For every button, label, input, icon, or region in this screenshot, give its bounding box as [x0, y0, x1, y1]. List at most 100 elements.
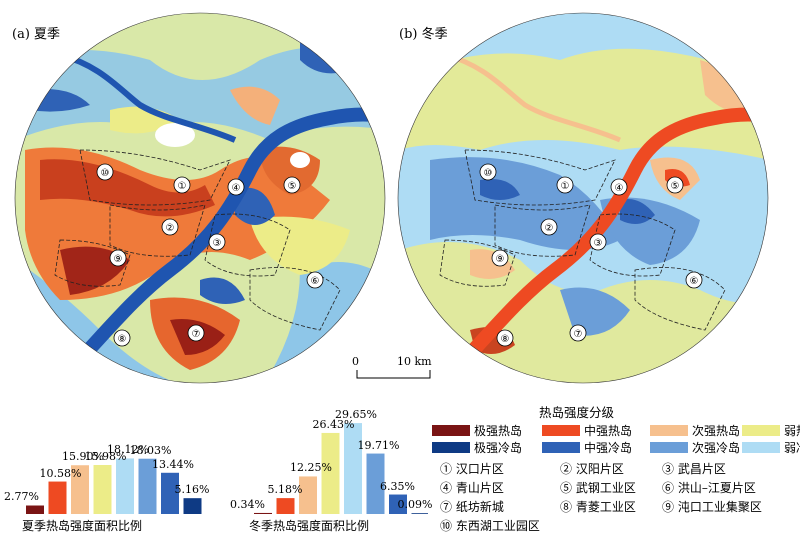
winter-marker-5-text: ⑤ — [671, 181, 680, 192]
legend-item-extreme-heat: 极强热岛 — [432, 422, 522, 439]
winter-chart-svg — [254, 423, 428, 514]
winter-area-chart: 0.34% 5.18% 12.25% 26.43% 29.65% 19.71% 6.35% 0… — [228, 395, 432, 520]
maps-svg: ⑩ ① ④ ⑤ ② ③ ⑨ ⑥ ⑦ ⑧ — [14, 12, 769, 384]
legend-swatch — [432, 442, 470, 453]
summer-marker-9: ⑨ — [109, 249, 127, 267]
summer-marker-8: ⑧ — [113, 329, 131, 347]
winter-marker-9: ⑨ — [491, 249, 509, 267]
scale-end: 10 km — [397, 355, 432, 368]
legend-item-extreme-cold: 极强冷岛 — [432, 439, 522, 456]
summer-bar-5 — [116, 458, 134, 514]
winter-bar-label-7: 6.35% — [380, 479, 415, 493]
legend-label: 次强热岛 — [692, 424, 741, 438]
summer-marker-1-text: ① — [178, 181, 187, 192]
summer-bar-label-7: 13.44% — [152, 457, 194, 471]
district-item-3: ③ 武昌片区 — [662, 462, 726, 476]
winter-marker-10-text: ⑩ — [484, 168, 493, 179]
summer-bar-label-5: 18.12% — [107, 443, 149, 457]
summer-marker-10-text: ⑩ — [101, 168, 110, 179]
district-item-2: ② 汉阳片区 — [560, 462, 624, 476]
summer-marker-6-text: ⑥ — [311, 276, 320, 287]
summer-bar-7 — [161, 472, 179, 514]
summer-marker-4-text: ④ — [232, 183, 241, 194]
winter-bar-label-5: 29.65% — [335, 408, 377, 422]
summer-bar-label-1: 2.77% — [4, 490, 39, 503]
summer-bar-3 — [71, 465, 89, 514]
district-item-9: ⑨ 沌口工业集聚区 — [662, 500, 762, 514]
winter-marker-6: ⑥ — [685, 271, 703, 289]
legend-label: 中强冷岛 — [584, 441, 633, 455]
legend-item-sub-heat: 次强热岛 — [650, 422, 740, 439]
summer-bar-label-6: 18.03% — [129, 443, 172, 457]
legend-swatch — [432, 425, 470, 436]
winter-bar-6 — [366, 453, 385, 514]
legend-swatch — [650, 425, 688, 436]
winter-marker-9-text: ⑨ — [496, 254, 505, 265]
summer-marker-1: ① — [173, 176, 191, 194]
district-item-10: ⑩ 东西湖工业园区 — [440, 519, 540, 533]
summer-chart-svg — [26, 458, 202, 514]
winter-marker-1: ① — [556, 176, 574, 194]
summer-marker-3: ③ — [208, 233, 226, 251]
winter-marker-8-text: ⑧ — [501, 334, 510, 345]
summer-marker-2-text: ② — [166, 223, 175, 234]
winter-bar-7 — [389, 494, 407, 514]
district-item-4: ④ 青山片区 — [440, 481, 504, 495]
winter-marker-3-text: ③ — [594, 238, 603, 249]
winter-bar-1 — [254, 512, 272, 514]
winter-marker-4-text: ④ — [615, 183, 624, 194]
summer-marker-9-text: ⑨ — [114, 254, 123, 265]
summer-marker-8-text: ⑧ — [118, 334, 127, 345]
legend-item-weak-heat: 弱热岛 — [742, 422, 800, 439]
summer-bar-6 — [138, 458, 157, 514]
legend-label: 中强热岛 — [584, 424, 633, 438]
summer-marker-5-text: ⑤ — [288, 181, 297, 192]
summer-map-label: (a) 夏季 — [12, 27, 61, 42]
summer-bar-4 — [93, 464, 112, 514]
winter-marker-7: ⑦ — [569, 324, 587, 342]
summer-bar-label-8: 5.16% — [174, 483, 210, 497]
legend-label: 弱冷岛 — [784, 441, 800, 455]
district-item-8: ⑧ 青菱工业区 — [560, 500, 636, 514]
winter-bar-5 — [344, 423, 362, 514]
summer-bar-2 — [48, 481, 67, 514]
winter-marker-3: ③ — [589, 233, 607, 251]
district-item-1: ① 汉口片区 — [440, 462, 504, 476]
summer-area-chart: 2.77% 10.58% 15.90% 15.98% 18.12% 18.03% 13.44… — [0, 395, 220, 520]
summer-bar-8 — [183, 498, 202, 514]
summer-bar-label-2: 10.58% — [39, 466, 82, 480]
scale-bar — [356, 370, 431, 379]
summer-marker-3-text: ③ — [213, 238, 222, 249]
legend-label: 极强冷岛 — [474, 441, 523, 455]
summer-district-markers: ⑩ ① ④ ⑤ ② ③ ⑨ ⑥ ⑦ ⑧ — [96, 163, 324, 347]
winter-bar-label-2: 5.18% — [267, 483, 303, 497]
legend-label: 弱热岛 — [784, 424, 800, 438]
winter-bar-label-8: 0.09% — [397, 498, 433, 511]
district-item-6: ⑥ 洪山–江夏片区 — [662, 481, 756, 495]
winter-bar-label-1: 0.34% — [230, 498, 265, 511]
scale-zero: 0 — [352, 355, 359, 368]
legend-item-sub-cold: 次强冷岛 — [650, 439, 740, 456]
winter-bar-label-3: 12.25% — [290, 461, 332, 475]
summer-bar-1 — [26, 505, 44, 514]
summer-marker-10: ⑩ — [96, 163, 114, 181]
summer-map — [15, 13, 385, 383]
summer-bar-label-3: 15.90% — [62, 450, 104, 464]
winter-marker-8: ⑧ — [496, 329, 514, 347]
legend-swatch — [650, 442, 688, 453]
legend-item-medium-heat: 中强热岛 — [542, 422, 632, 439]
summer-marker-6: ⑥ — [306, 271, 324, 289]
winter-bar-2 — [276, 498, 295, 514]
summer-marker-7: ⑦ — [187, 324, 205, 342]
winter-bar-4 — [321, 432, 340, 514]
winter-district-markers: ⑩ ① ④ ⑤ ② ③ ⑨ ⑥ ⑦ ⑧ — [479, 163, 703, 347]
legend-item-medium-cold: 中强冷岛 — [542, 439, 632, 456]
summer-chart-title: 夏季热岛强度面积比例 — [22, 519, 143, 533]
winter-marker-7-text: ⑦ — [574, 329, 583, 340]
winter-marker-6-text: ⑥ — [690, 276, 699, 287]
legend-swatch — [742, 442, 780, 453]
legend-swatch — [742, 425, 780, 436]
winter-marker-2: ② — [540, 218, 558, 236]
winter-chart-title: 冬季热岛强度面积比例 — [249, 519, 370, 533]
district-item-5: ⑤ 武钢工业区 — [560, 481, 636, 495]
